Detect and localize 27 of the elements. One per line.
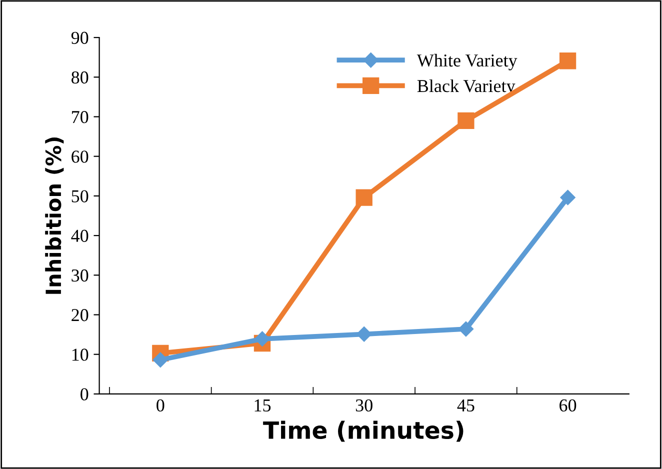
y-tick-label: 20 [72, 309, 88, 322]
point [356, 326, 372, 342]
point [152, 352, 168, 368]
y-tick-label: 0 [80, 388, 88, 400]
point [254, 331, 270, 346]
y-tick-label: 30 [72, 269, 88, 282]
y-tick-label: 90 [71, 32, 88, 44]
x-tick-label: 60 [560, 399, 576, 412]
y-tick-label: 80 [72, 71, 88, 84]
x-tick-label: 45 [457, 399, 474, 412]
x-axis-title: Time (minutes) [263, 420, 464, 442]
point [458, 112, 474, 130]
legend-label: Black Variety [417, 79, 516, 96]
point [356, 189, 372, 206]
y-tick-label: 70 [72, 110, 88, 124]
point [458, 321, 474, 337]
x-tick-label: 15 [254, 399, 271, 412]
y-tick-label: 10 [72, 348, 88, 361]
y-axis-title: Inhibition (%) [45, 138, 64, 294]
y-tick-label: 60 [72, 150, 88, 163]
y-tick-label: 40 [71, 230, 88, 242]
point [560, 190, 576, 206]
x-tick-label: 30 [356, 399, 372, 412]
y-tick-label: 50 [72, 190, 88, 202]
x-tick-label: 0 [156, 399, 164, 412]
point [559, 52, 576, 70]
legend-label: White Variety [416, 54, 518, 70]
